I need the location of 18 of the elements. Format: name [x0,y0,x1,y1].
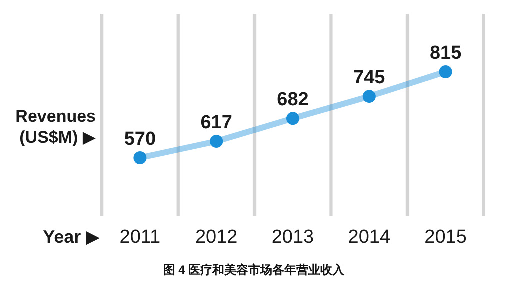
data-label: 745 [354,68,386,89]
data-label: 617 [200,112,232,134]
data-label: 570 [124,129,156,150]
x-tick-label: 2011 [120,227,161,248]
text: 图 4 医疗和美容市场各年营业收入 [163,263,346,277]
x-tick-label: 2013 [272,227,314,248]
point [362,90,376,104]
data-label: 682 [277,90,309,111]
point [439,66,452,78]
point [286,112,300,126]
x-tick-label: 2015 [424,227,467,248]
y-axis-title: Revenues (US$M) ▶ [16,107,97,147]
data-label: 815 [430,43,462,64]
x-tick-label: 2014 [348,227,391,248]
point [210,135,224,148]
x-tick-label: 2012 [195,227,238,248]
point [134,152,147,164]
x-axis-title: Year ▶ [43,227,100,247]
